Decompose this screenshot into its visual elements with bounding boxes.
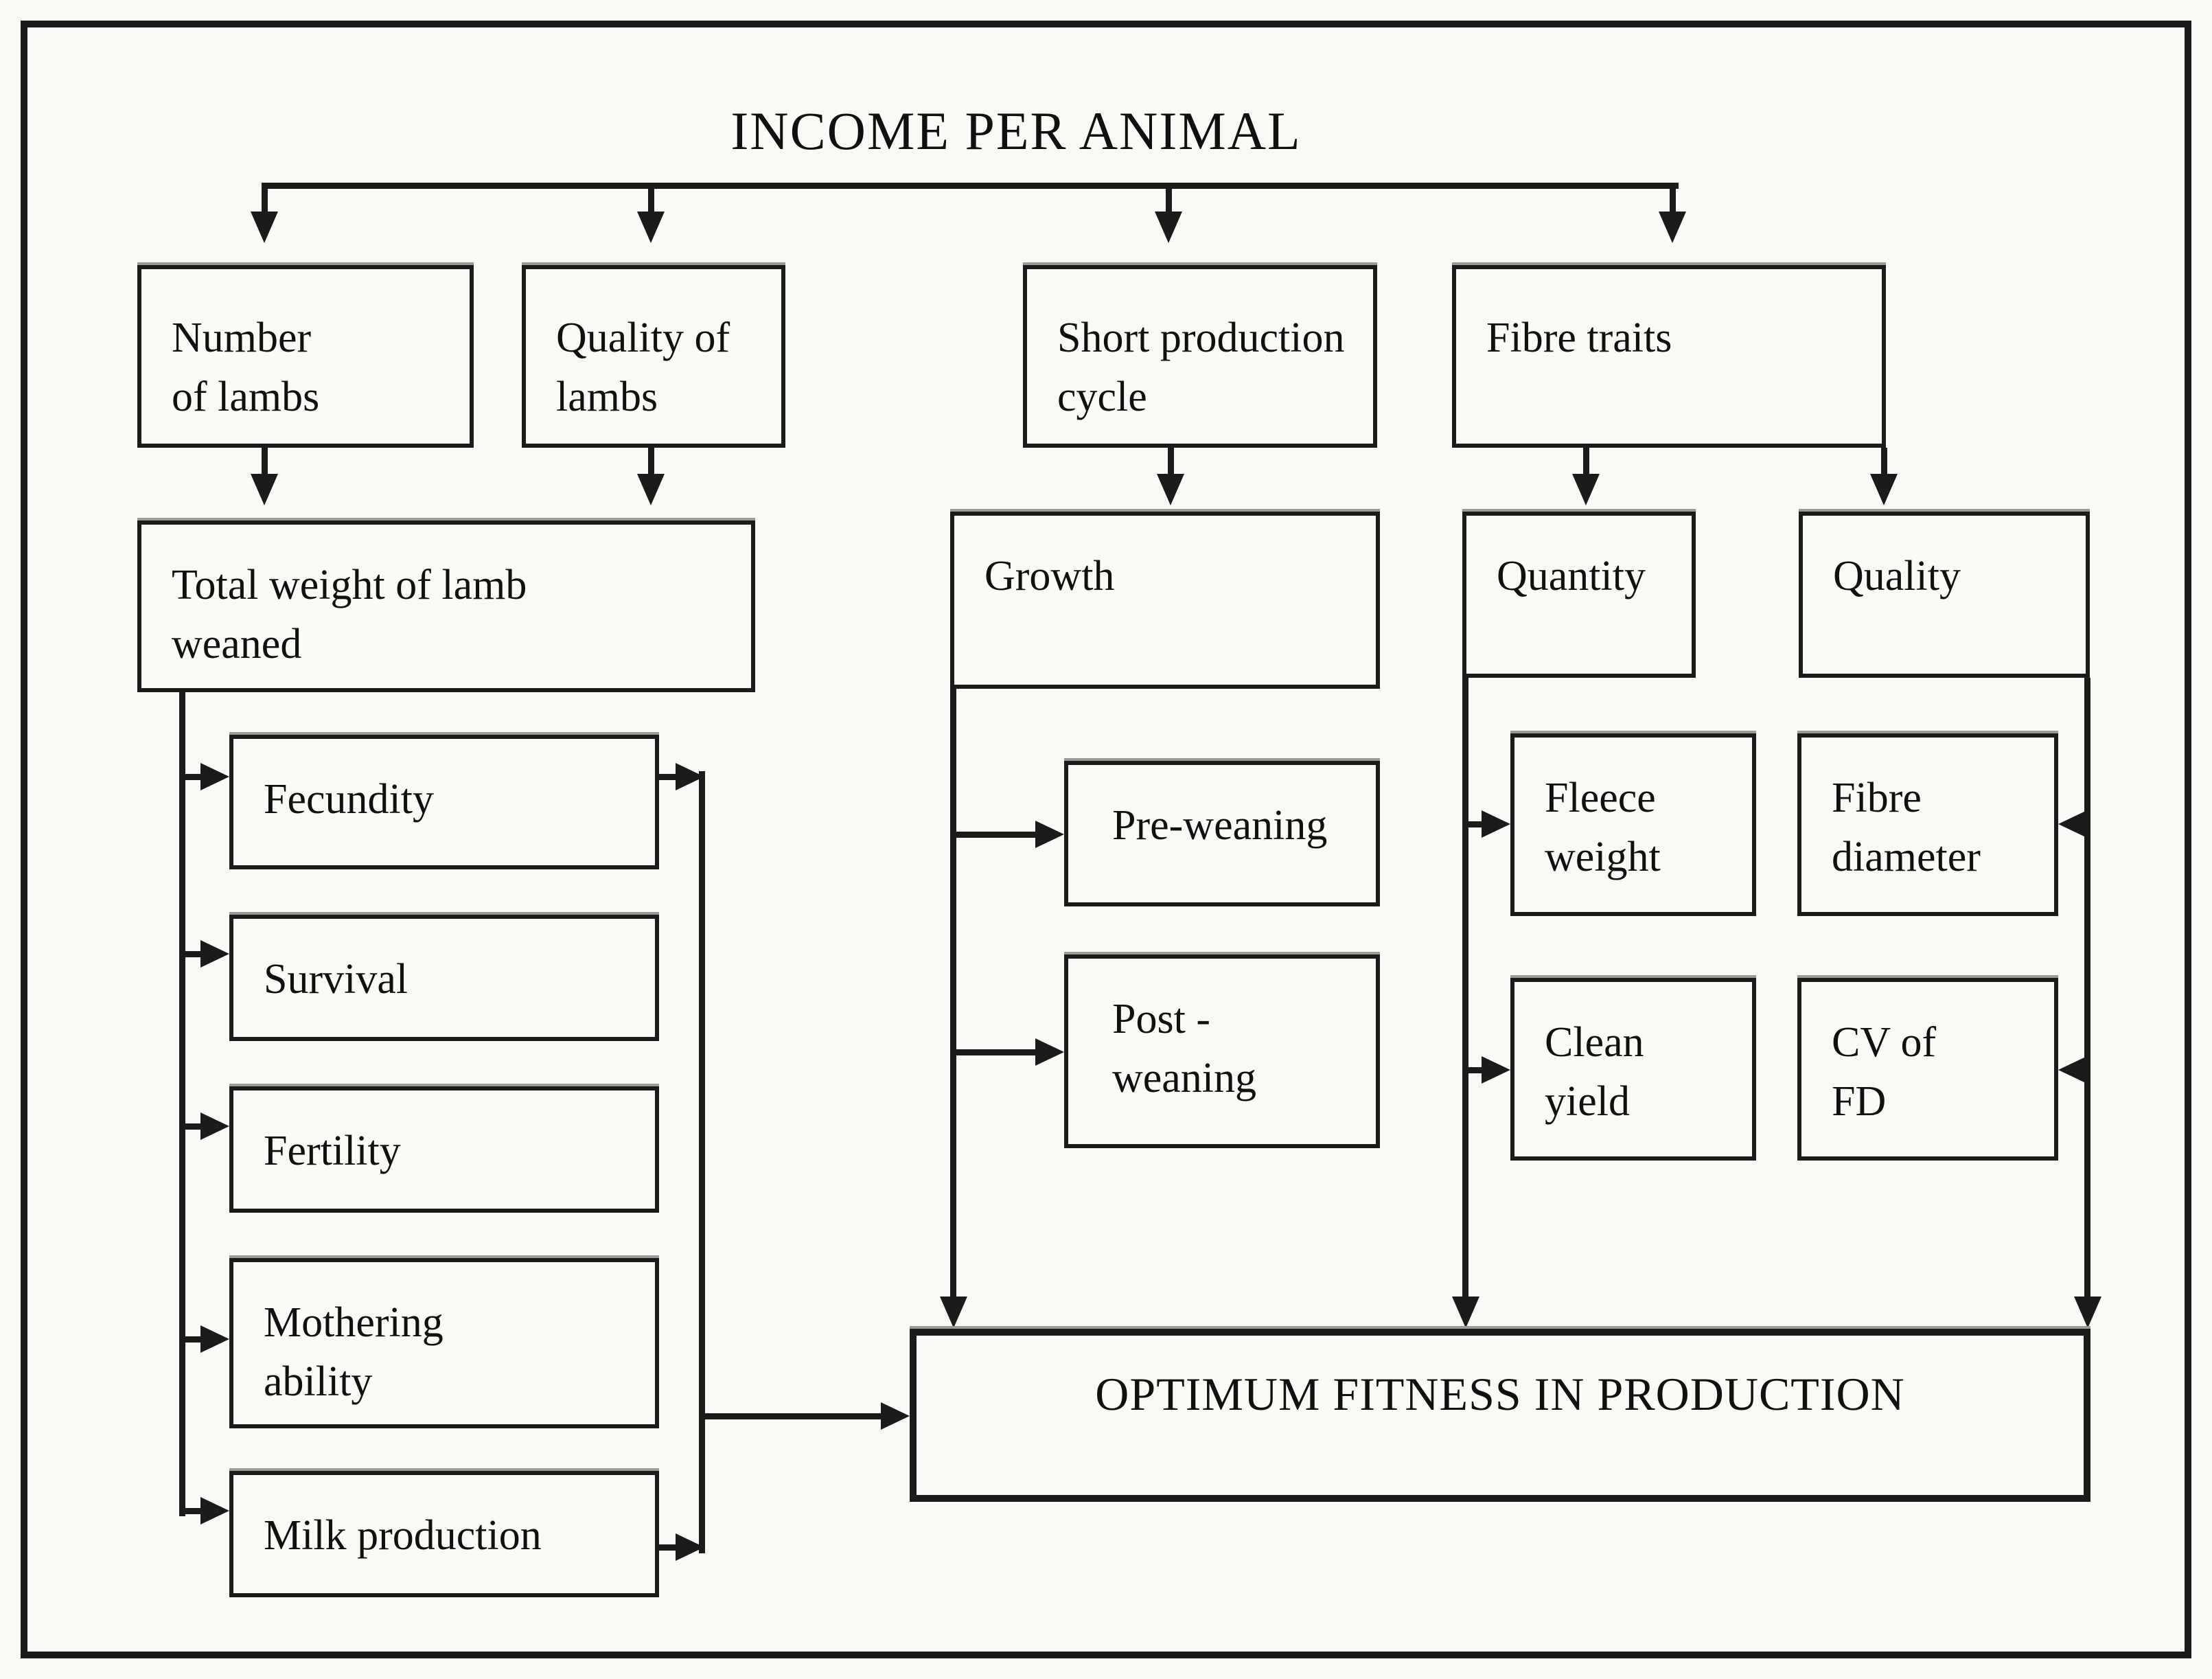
- arrowhead-quantity-to-optimum: [1452, 1297, 1479, 1328]
- node-cv-of-fd: CV of FD: [1797, 978, 2058, 1161]
- arrowhead-stem-to-fecundity: [200, 763, 229, 790]
- node-short-production-cycle: Short production cycle: [1023, 265, 1377, 448]
- arrowhead-stem-to-survival: [200, 940, 229, 968]
- connector-number-to-total-weight-stem: [262, 448, 268, 477]
- arrowhead-quality-to-cv-of-fd: [2058, 1056, 2087, 1084]
- node-number-of-lambs: Number of lambs: [137, 265, 474, 448]
- connector-fibre-traits-to-quality-stem: [1881, 448, 1887, 477]
- node-fecundity: Fecundity: [229, 735, 659, 869]
- arrowhead-growth-to-postweaning: [1035, 1038, 1064, 1066]
- node-mothering-ability: Mothering ability: [229, 1258, 659, 1428]
- connector-stem-to-survival: [182, 951, 204, 957]
- arrowhead-stem-to-mothering: [200, 1325, 229, 1353]
- node-growth: Growth: [950, 512, 1380, 689]
- node-survival: Survival: [229, 915, 659, 1041]
- arrowhead-fecundity-out: [676, 763, 704, 790]
- outer-border: [21, 21, 2191, 1658]
- arrowhead-number-to-total-weight: [251, 474, 278, 505]
- connector-stem-to-fertility: [182, 1123, 204, 1130]
- connector-stem-to-milk: [182, 1508, 204, 1514]
- connector-income-to-number-stem: [262, 185, 268, 214]
- arrowhead-quality-lambs-to-total-weight: [637, 474, 665, 505]
- arrowhead-short-cycle-to-growth: [1157, 474, 1184, 505]
- connector-quantity-to-clean-yield: [1468, 1067, 1488, 1073]
- node-fertility: Fertility: [229, 1086, 659, 1213]
- arrowhead-stem-to-milk: [200, 1497, 229, 1524]
- connector-income-distributor: [262, 183, 1679, 189]
- arrowhead-income-to-short-cycle: [1155, 212, 1182, 243]
- node-post-weaning: Post - weaning: [1064, 955, 1380, 1148]
- node-fibre-diameter: Fibre diameter: [1797, 733, 2058, 916]
- connector-income-to-quality-lambs-stem: [648, 185, 654, 214]
- connector-growth-stem: [950, 689, 956, 1297]
- arrowhead-quality-to-fibre-diameter: [2058, 810, 2087, 838]
- node-clean-yield: Clean yield: [1510, 978, 1756, 1161]
- node-quality-of-lambs: Quality of lambs: [522, 265, 785, 448]
- connector-stem-to-fecundity: [182, 774, 204, 780]
- connector-left-group-collector-stem: [699, 771, 705, 1553]
- arrowhead-quality-to-optimum: [2074, 1297, 2101, 1328]
- node-quantity: Quantity: [1462, 512, 1696, 678]
- arrowhead-fibre-traits-to-quality: [1870, 474, 1898, 505]
- node-pre-weaning: Pre-weaning: [1064, 761, 1380, 906]
- arrowhead-stem-to-fertility: [200, 1112, 229, 1140]
- connector-stem-to-mothering: [182, 1336, 204, 1343]
- connector-fibre-traits-to-quantity-stem: [1583, 448, 1589, 477]
- connector-total-weight-stem: [179, 692, 185, 1516]
- arrowhead-milk-out: [676, 1533, 704, 1561]
- connector-quality-stem: [2084, 678, 2090, 1297]
- arrowhead-income-to-fibre-traits: [1659, 212, 1686, 243]
- connector-growth-to-preweaning: [956, 832, 1037, 838]
- connector-left-group-to-optimum: [702, 1413, 886, 1419]
- arrowhead-income-to-quality-lambs: [637, 212, 665, 243]
- node-milk-production: Milk production: [229, 1471, 659, 1597]
- node-optimum-fitness: OPTIMUM FITNESS IN PRODUCTION: [910, 1329, 2090, 1502]
- arrowhead-left-group-to-optimum: [881, 1402, 910, 1430]
- connector-income-to-short-cycle-stem: [1166, 185, 1172, 214]
- arrowhead-fibre-traits-to-quantity: [1572, 474, 1600, 505]
- arrowhead-quantity-to-clean-yield: [1482, 1056, 1510, 1084]
- connector-short-cycle-to-growth-stem: [1168, 448, 1174, 477]
- connector-quantity-stem: [1462, 678, 1468, 1297]
- connector-milk-out: [659, 1544, 678, 1551]
- connector-growth-to-postweaning: [956, 1049, 1037, 1055]
- arrowhead-income-to-number: [251, 212, 278, 243]
- connector-income-to-fibre-traits-stem: [1670, 185, 1676, 214]
- node-total-weight-of-lamb-weaned: Total weight of lamb weaned: [137, 521, 755, 692]
- node-fleece-weight: Fleece weight: [1510, 733, 1756, 916]
- connector-fecundity-out: [659, 774, 678, 780]
- connector-quality-lambs-to-total-weight-stem: [648, 448, 654, 477]
- arrowhead-quantity-to-fleece: [1482, 810, 1510, 838]
- connector-quantity-to-fleece: [1468, 821, 1488, 827]
- node-fibre-traits: Fibre traits: [1452, 265, 1886, 448]
- diagram-title: INCOME PER ANIMAL: [730, 101, 1302, 161]
- arrowhead-growth-to-preweaning: [1035, 821, 1064, 848]
- node-quality: Quality: [1799, 512, 2090, 678]
- arrowhead-growth-to-optimum: [940, 1297, 967, 1328]
